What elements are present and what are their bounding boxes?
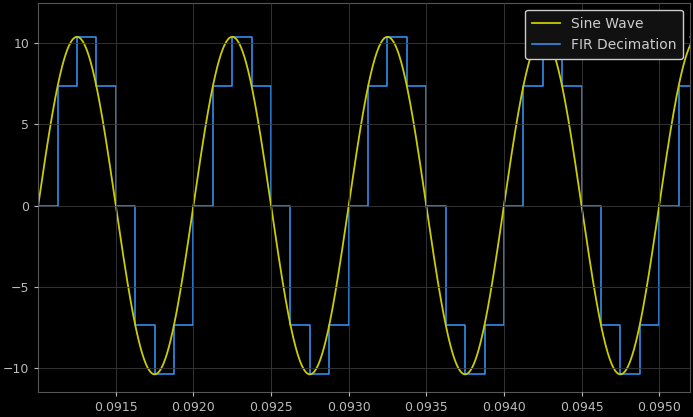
FIR Decimation bbox=[131, 322, 139, 327]
Sine Wave bbox=[584, 249, 593, 254]
Sine Wave bbox=[85, 53, 93, 58]
FIR Decimation bbox=[34, 203, 42, 208]
FIR Decimation bbox=[150, 372, 159, 377]
Sine Wave bbox=[150, 372, 159, 377]
Legend: Sine Wave, FIR Decimation: Sine Wave, FIR Decimation bbox=[525, 10, 683, 58]
Sine Wave bbox=[107, 175, 116, 180]
Sine Wave bbox=[73, 34, 81, 39]
FIR Decimation bbox=[73, 34, 81, 39]
Sine Wave bbox=[443, 328, 451, 333]
Line: Sine Wave: Sine Wave bbox=[38, 37, 690, 374]
FIR Decimation bbox=[635, 372, 644, 377]
FIR Decimation bbox=[267, 84, 275, 89]
Sine Wave bbox=[685, 45, 693, 50]
FIR Decimation bbox=[422, 203, 430, 208]
FIR Decimation bbox=[686, 34, 693, 39]
Line: FIR Decimation: FIR Decimation bbox=[38, 37, 693, 374]
FIR Decimation bbox=[344, 322, 353, 327]
FIR Decimation bbox=[209, 84, 217, 89]
Sine Wave bbox=[34, 203, 42, 208]
Sine Wave bbox=[371, 56, 379, 61]
Sine Wave bbox=[686, 42, 693, 47]
